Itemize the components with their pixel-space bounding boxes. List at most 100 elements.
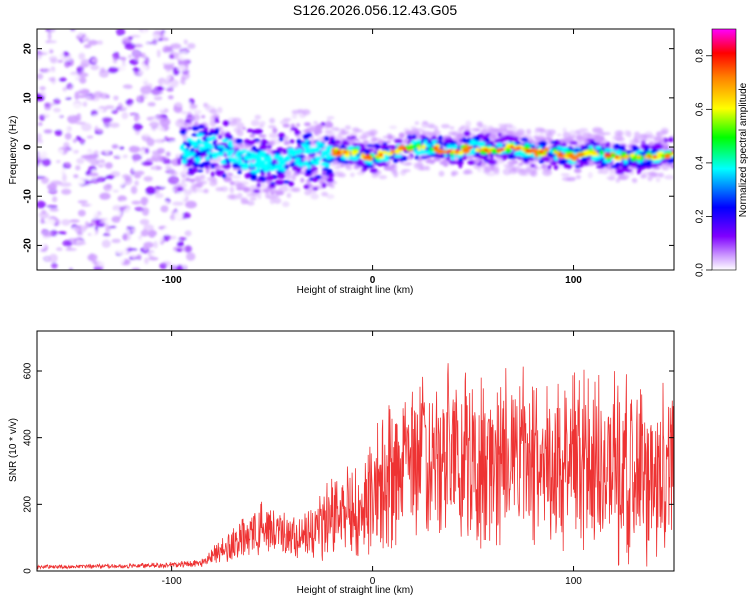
heatmap-cell bbox=[98, 213, 110, 219]
x-tick-label: 100 bbox=[565, 275, 582, 286]
heatmap-cell bbox=[180, 218, 188, 222]
heatmap-cell bbox=[146, 106, 156, 114]
heatmap-cell bbox=[89, 178, 100, 184]
heatmap-cell bbox=[161, 194, 172, 198]
heatmap-cell bbox=[333, 166, 341, 170]
heatmap-cell bbox=[81, 143, 93, 153]
heatmap-cell bbox=[120, 65, 127, 72]
heatmap-cell bbox=[284, 164, 289, 170]
heatmap-cell bbox=[159, 213, 166, 218]
heatmap-cell bbox=[51, 115, 63, 119]
heatmap-cell bbox=[595, 146, 602, 150]
heatmap-cell bbox=[91, 75, 103, 79]
heatmap-cell bbox=[89, 201, 99, 210]
heatmap-cell bbox=[449, 126, 455, 130]
heatmap-cell bbox=[636, 155, 641, 159]
heatmap-cell bbox=[50, 92, 58, 97]
heatmap-cell bbox=[193, 109, 202, 115]
heatmap-cell bbox=[427, 158, 432, 162]
heatmap-cell bbox=[151, 38, 158, 46]
heatmap-cell bbox=[360, 161, 367, 167]
heatmap-cell bbox=[110, 171, 121, 178]
colorbar-gradient bbox=[711, 28, 737, 271]
heatmap-cell bbox=[576, 152, 585, 157]
heatmap-cell bbox=[241, 149, 247, 153]
heatmap-cell bbox=[560, 147, 566, 151]
heatmap-cell bbox=[222, 173, 227, 179]
heatmap-cell bbox=[426, 165, 431, 172]
heatmap-cell bbox=[662, 143, 670, 148]
y-tick-label: -10 bbox=[23, 189, 34, 204]
heatmap-cell bbox=[553, 151, 559, 155]
heatmap-cell bbox=[290, 123, 296, 129]
heatmap-cell bbox=[403, 138, 408, 144]
heatmap-cell bbox=[130, 168, 135, 176]
heatmap-cell bbox=[505, 148, 512, 154]
heatmap-cell bbox=[660, 147, 668, 151]
heatmap-cell bbox=[133, 36, 142, 41]
x-tick-label: 0 bbox=[370, 576, 376, 587]
heatmap-cell bbox=[177, 157, 182, 166]
heatmap-cell bbox=[202, 130, 208, 136]
heatmap-cell bbox=[140, 196, 149, 206]
heatmap-cell bbox=[268, 125, 277, 129]
heatmap-cell bbox=[70, 29, 79, 37]
heatmap-cell bbox=[149, 208, 156, 218]
heatmap-cell bbox=[154, 114, 167, 119]
heatmap-cell bbox=[66, 150, 78, 159]
heatmap-cell bbox=[517, 168, 524, 174]
heatmap-cell bbox=[94, 78, 99, 83]
heatmap-cell bbox=[360, 152, 366, 157]
heatmap-cell bbox=[196, 169, 204, 173]
heatmap-cell bbox=[107, 66, 119, 74]
heatmap-cell bbox=[75, 35, 81, 39]
heatmap-cell bbox=[587, 171, 593, 179]
heatmap-cell bbox=[125, 141, 132, 148]
heatmap-cell bbox=[334, 140, 341, 145]
heatmap-cell bbox=[141, 130, 153, 137]
heatmap-cell bbox=[159, 255, 170, 261]
heatmap-cell bbox=[309, 152, 314, 157]
heatmap-cell bbox=[101, 235, 111, 240]
heatmap-cell bbox=[299, 111, 307, 119]
heatmap-cell bbox=[592, 126, 602, 134]
heatmap-cell bbox=[462, 146, 470, 153]
heatmap-cell bbox=[38, 122, 43, 126]
heatmap-cell bbox=[243, 155, 251, 159]
heatmap-cell bbox=[87, 222, 95, 228]
spectrogram-x-axis-label: Height of straight line (km) bbox=[297, 285, 414, 296]
heatmap-cell bbox=[242, 127, 247, 130]
heatmap-cell bbox=[177, 118, 185, 123]
heatmap-cell bbox=[119, 219, 130, 223]
colorbar-tick-label: 0.2 bbox=[695, 209, 706, 223]
heatmap-cell bbox=[165, 165, 172, 170]
heatmap-cell bbox=[575, 174, 582, 180]
heatmap-cell bbox=[326, 194, 335, 200]
heatmap-cell bbox=[165, 187, 174, 192]
heatmap-cell bbox=[130, 259, 139, 267]
heatmap-cell bbox=[199, 146, 205, 151]
heatmap-cell bbox=[297, 148, 303, 154]
heatmap-cell bbox=[547, 165, 552, 170]
heatmap-cell bbox=[178, 208, 184, 213]
heatmap-cell bbox=[336, 150, 341, 154]
heatmap-cell bbox=[70, 195, 78, 202]
heatmap-cell bbox=[362, 131, 372, 138]
heatmap-cell bbox=[87, 39, 98, 46]
heatmap-cell bbox=[129, 112, 140, 116]
heatmap-cell bbox=[158, 200, 169, 205]
heatmap-cell bbox=[107, 134, 118, 143]
heatmap-cell bbox=[145, 186, 156, 196]
heatmap-cell bbox=[166, 86, 174, 92]
heatmap-cell bbox=[240, 165, 249, 170]
heatmap-cell bbox=[132, 67, 141, 72]
heatmap-cell bbox=[489, 163, 495, 169]
heatmap-cell bbox=[163, 32, 171, 37]
heatmap-cell bbox=[254, 114, 262, 120]
heatmap-cell bbox=[112, 57, 118, 64]
heatmap-cell bbox=[43, 195, 52, 200]
heatmap-cell bbox=[153, 137, 162, 146]
heatmap-cell bbox=[123, 232, 131, 241]
heatmap-cell bbox=[365, 154, 371, 158]
